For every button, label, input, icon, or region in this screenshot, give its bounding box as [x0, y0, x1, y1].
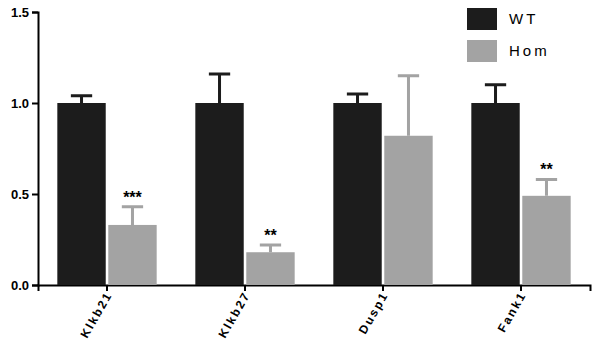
x-tick-label: Fank1 — [495, 289, 529, 335]
plot: 0.00.51.01.5Klkb21Klkb27Dusp1Fank1******… — [11, 5, 591, 341]
x-tick-label: Klkb21 — [77, 289, 115, 340]
y-tick-label: 1.0 — [11, 96, 29, 111]
y-axis-line — [32, 13, 39, 286]
y-tick: 0.0 — [11, 278, 38, 293]
bar — [522, 196, 570, 285]
error-bar — [398, 76, 419, 136]
y-tick-mark — [32, 285, 38, 287]
y-tick: 1.0 — [11, 96, 38, 111]
marks — [57, 74, 570, 285]
x-axis-line — [39, 286, 591, 292]
x-tick-mark — [106, 285, 108, 291]
x-tick: Dusp1 — [356, 285, 391, 336]
series — [108, 76, 570, 285]
legend-item: WT — [467, 8, 538, 30]
x-tick: Fank1 — [495, 285, 529, 335]
y-tick: 1.5 — [11, 5, 38, 20]
y-tick-label: 0.0 — [11, 278, 29, 293]
error-bar — [347, 94, 368, 103]
bar — [471, 103, 519, 285]
legend-label: Hom — [509, 42, 550, 59]
annotation: ** — [264, 227, 277, 244]
x-tick-mark — [244, 285, 246, 291]
bar — [333, 103, 381, 285]
y-tick-label: 0.5 — [11, 187, 29, 202]
error-bar — [536, 179, 557, 195]
x-tick: Klkb27 — [215, 285, 253, 341]
bar — [108, 225, 156, 285]
legend-item: Hom — [467, 40, 550, 62]
y-tick-mark — [32, 12, 38, 14]
error-bar — [122, 207, 143, 225]
y-tick-mark — [32, 194, 38, 196]
y-tick: 0.5 — [11, 187, 38, 202]
series — [57, 74, 519, 285]
error-bar — [209, 74, 230, 103]
y-axis: 0.0 0.5 1.0 1.5 — [11, 5, 39, 293]
x-axis: Klkb21 Klkb27 Dusp1 Fank1 — [39, 285, 591, 341]
error-bar — [260, 245, 281, 252]
x-tick-mark — [520, 285, 522, 291]
bar — [246, 252, 294, 285]
annotation: *** — [123, 189, 142, 206]
bar — [57, 103, 105, 285]
y-tick-mark — [32, 103, 38, 105]
legend-label: WT — [509, 10, 538, 27]
bar — [195, 103, 243, 285]
error-bar — [485, 85, 506, 103]
bar — [384, 136, 432, 285]
y-tick-label: 1.5 — [11, 5, 29, 20]
x-tick-label: Klkb27 — [215, 289, 253, 340]
x-tick-label: Dusp1 — [356, 289, 391, 336]
legend: WT Hom — [467, 8, 550, 62]
error-bar — [71, 96, 92, 103]
legend-swatch — [467, 40, 497, 62]
x-tick: Klkb21 — [77, 285, 115, 341]
annotation: ** — [540, 161, 553, 178]
chart: 0.00.51.01.5Klkb21Klkb27Dusp1Fank1******… — [0, 0, 600, 362]
legend-swatch — [467, 8, 497, 30]
x-tick-mark — [382, 285, 384, 291]
